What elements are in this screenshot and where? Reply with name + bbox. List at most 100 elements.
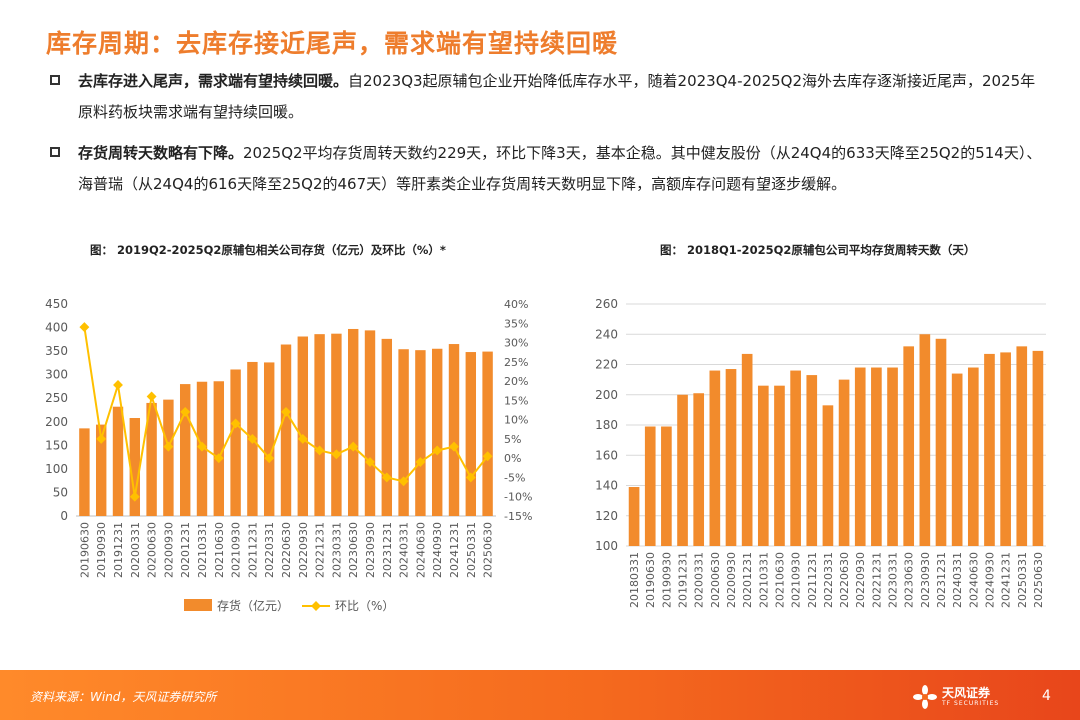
x-tick-label: 20191231 <box>112 522 125 578</box>
y-left-tick-label: 150 <box>45 438 68 452</box>
bullet-1: 去库存进入尾声，需求端有望持续回暖。自2023Q3起原辅包企业开始降低库存水平，… <box>50 66 1048 128</box>
x-tick-label: 20250331 <box>1016 552 1029 608</box>
chart-2-title: 图： 2018Q1-2025Q2原辅包公司平均存货周转天数（天） <box>660 243 976 257</box>
bullet-2-bold: 存货周转天数略有下降。 <box>78 144 244 162</box>
inventory-bar <box>163 399 174 516</box>
qoq-point <box>79 322 90 333</box>
brand-logo: 天风证券 TF SECURITIES <box>912 684 999 710</box>
y-right-tick-label: 40% <box>504 298 528 311</box>
y-right-tick-label: 30% <box>504 337 528 350</box>
legend-line-marker <box>311 601 321 611</box>
inventory-bar <box>482 351 493 516</box>
y-left-tick-label: 200 <box>45 415 68 429</box>
x-tick-label: 20210930 <box>790 552 803 608</box>
y-tick-label: 180 <box>595 418 618 432</box>
qoq-point <box>213 453 224 464</box>
x-tick-label: 20230331 <box>330 522 343 578</box>
qoq-point <box>449 441 459 452</box>
inventory-bar <box>347 328 359 516</box>
bullet-square-icon <box>50 75 60 85</box>
inventory-bar <box>297 336 309 516</box>
x-tick-label: 20220930 <box>854 552 867 608</box>
turnover-bar <box>677 394 688 546</box>
x-tick-label: 20210930 <box>230 522 243 578</box>
x-tick-label: 20230331 <box>887 552 900 608</box>
y-right-tick-label: 5% <box>504 433 521 446</box>
y-tick-label: 220 <box>595 358 618 372</box>
x-tick-label: 20200930 <box>162 522 175 578</box>
y-left-tick-label: 250 <box>45 391 68 405</box>
turnover-bar <box>628 487 640 546</box>
turnover-bar <box>725 369 737 546</box>
x-tick-label: 20200630 <box>709 552 722 608</box>
x-tick-label: 20220930 <box>297 522 310 578</box>
chart-1-title: 图： 2019Q2-2025Q2原辅包相关公司存货（亿元）及环比（%）* <box>90 243 446 257</box>
inventory-bar <box>263 362 275 516</box>
turnover-bar <box>806 375 818 546</box>
qoq-point <box>197 441 207 452</box>
y-tick-label: 260 <box>595 297 618 311</box>
logo-cn-text: 天风证券 <box>942 686 991 700</box>
y-right-tick-label: -10% <box>504 491 532 504</box>
y-left-tick-label: 300 <box>45 368 68 382</box>
logo-en-text: TF SECURITIES <box>942 700 1000 707</box>
x-tick-label: 20220331 <box>263 522 276 578</box>
x-tick-label: 20231231 <box>935 552 948 608</box>
bullet-2-text: 存货周转天数略有下降。2025Q2平均存货周转天数约229天，环比下降3天，基本… <box>78 138 1048 200</box>
y-right-tick-label: 25% <box>504 356 528 369</box>
y-right-tick-label: 15% <box>504 394 528 407</box>
x-tick-label: 20240630 <box>414 522 427 578</box>
x-tick-label: 20230630 <box>347 522 360 578</box>
x-tick-label: 20230630 <box>903 552 916 608</box>
source-note: 资料来源：Wind，天风证券研究所 <box>30 690 217 704</box>
qoq-point <box>113 379 123 390</box>
bullet-1-text: 去库存进入尾声，需求端有望持续回暖。自2023Q3起原辅包企业开始降低库存水平，… <box>78 66 1048 128</box>
footer-bar <box>0 670 1080 720</box>
inventory-bar <box>146 402 157 516</box>
inventory-chart: 0 50 100 150 200 250 300 350 400 450 -15% -10% -5% 0%… <box>45 297 532 613</box>
turnover-bar <box>822 405 834 546</box>
qoq-point <box>381 472 392 483</box>
bullet-square-icon <box>50 147 60 157</box>
y-right-tick-label: -5% <box>504 471 525 484</box>
y-left-tick-label: 400 <box>45 321 68 335</box>
qoq-point <box>365 457 375 467</box>
x-tick-label: 20250331 <box>465 522 478 578</box>
inventory-bar <box>112 406 124 516</box>
x-tick-label: 20210331 <box>196 522 209 578</box>
legend-line-label: 环比（%） <box>335 599 394 613</box>
x-tick-label: 20231231 <box>381 522 394 578</box>
inventory-bar <box>398 349 409 516</box>
inventory-bar <box>95 424 107 516</box>
x-tick-label: 20240331 <box>951 552 964 608</box>
x-tick-label: 20250630 <box>1032 552 1045 608</box>
x-tick-label: 20190930 <box>95 522 108 578</box>
x-tick-label: 20210331 <box>757 552 770 608</box>
turnover-bar <box>1000 352 1011 546</box>
turnover-bar <box>741 353 753 546</box>
inventory-bar <box>230 369 241 516</box>
turnover-bar <box>790 370 801 546</box>
page-title: 库存周期：去库存接近尾声，需求端有望持续回暖 <box>46 29 619 58</box>
qoq-point <box>348 441 359 452</box>
inventory-bar <box>314 334 325 516</box>
y-tick-label: 200 <box>595 388 618 402</box>
inventory-bar <box>179 384 191 516</box>
qoq-point <box>432 445 443 456</box>
qoq-point <box>180 406 191 417</box>
x-tick-label: 20201231 <box>741 552 754 608</box>
inventory-bar <box>364 330 376 516</box>
turnover-bar <box>644 426 656 546</box>
y-left-tick-label: 100 <box>45 462 68 476</box>
turnover-bar <box>887 367 898 546</box>
x-tick-label: 20190630 <box>644 552 657 608</box>
y-right-tick-label: 10% <box>504 414 528 427</box>
x-tick-label: 20200630 <box>146 522 159 578</box>
x-tick-label: 20240930 <box>431 522 444 578</box>
x-tick-label: 20190630 <box>78 522 91 578</box>
y-left-tick-label: 0 <box>60 509 68 523</box>
x-tick-label: 20200930 <box>725 552 738 608</box>
y-right-tick-label: 35% <box>504 317 528 330</box>
inventory-bar <box>79 428 90 516</box>
inventory-bar <box>280 344 292 516</box>
